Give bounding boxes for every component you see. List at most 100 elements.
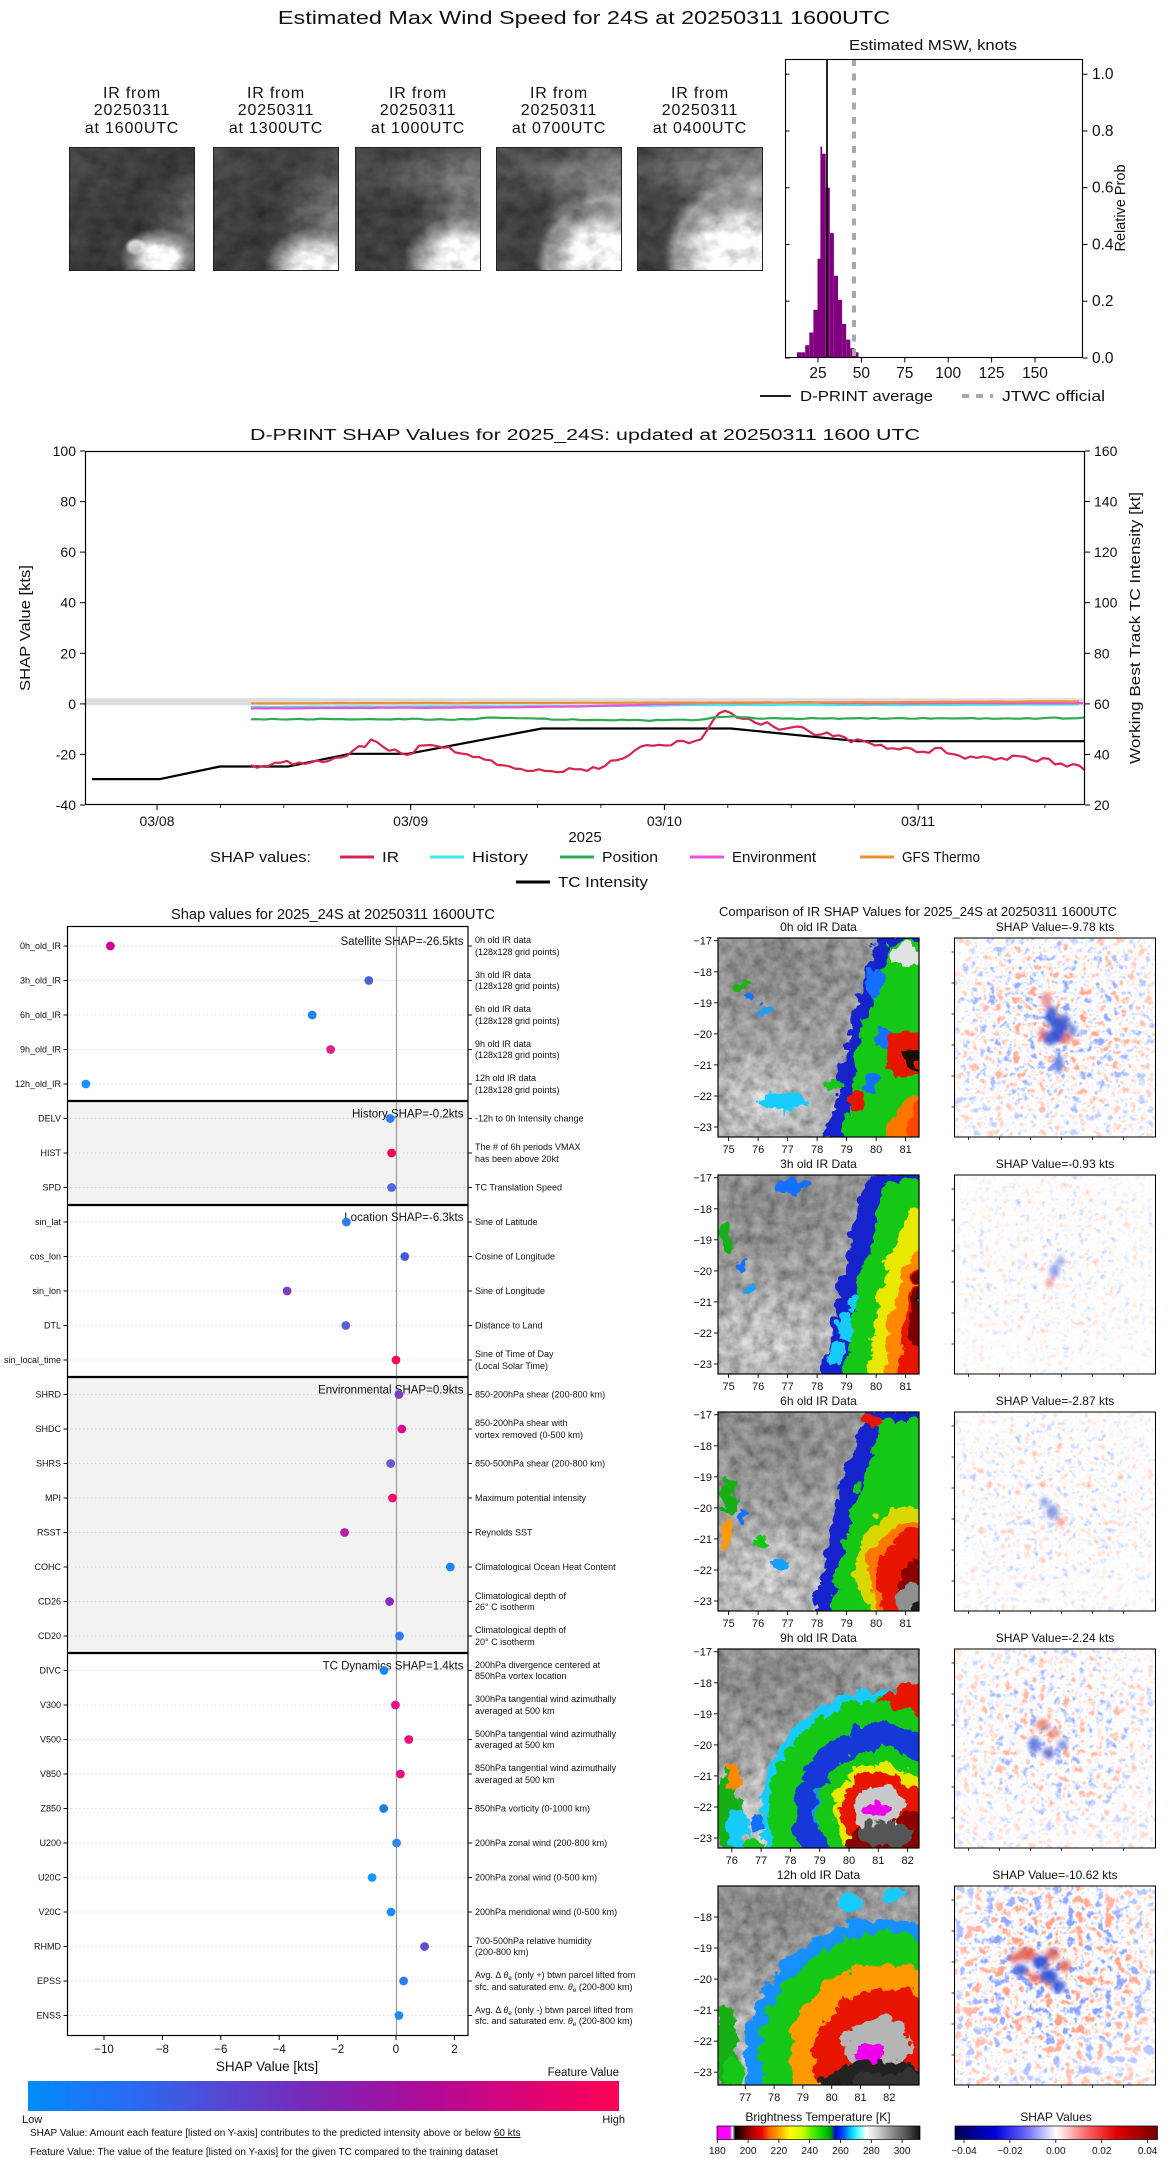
svg-text:0h old IR data: 0h old IR data	[475, 935, 531, 945]
svg-text:0.0: 0.0	[1092, 350, 1114, 367]
svg-text:−8: −8	[156, 2044, 169, 2056]
svg-text:82: 82	[901, 1855, 913, 1867]
svg-text:80: 80	[826, 2092, 838, 2104]
svg-text:260: 260	[832, 2146, 849, 2157]
svg-text:9h old IR data: 9h old IR data	[475, 1039, 531, 1049]
svg-text:-12h to 0h Intensity change: -12h to 0h Intensity change	[475, 1114, 584, 1124]
svg-text:−18: −18	[693, 1441, 712, 1453]
svg-text:79: 79	[814, 1855, 826, 1867]
svg-text:03/08: 03/08	[139, 813, 174, 829]
svg-text:IR: IR	[382, 849, 399, 866]
svg-text:200hPa meridional wind (0-500: 200hPa meridional wind (0-500 km)	[475, 1907, 617, 1917]
svg-text:80: 80	[60, 494, 76, 510]
svg-text:Reynolds SST: Reynolds SST	[475, 1528, 533, 1538]
svg-text:SHDC: SHDC	[35, 1424, 61, 1434]
svg-text:Sine of Latitude: Sine of Latitude	[475, 1217, 538, 1227]
svg-text:0.6: 0.6	[1092, 180, 1114, 197]
svg-text:Estimated MSW, knots: Estimated MSW, knots	[849, 37, 1017, 54]
svg-text:140: 140	[1094, 494, 1118, 510]
svg-text:12h_old_IR: 12h_old_IR	[15, 1079, 62, 1089]
svg-text:SHAP Value=-2.24 kts: SHAP Value=-2.24 kts	[996, 1631, 1115, 1645]
svg-text:−20: −20	[693, 1503, 712, 1515]
svg-text:Distance to Land: Distance to Land	[475, 1321, 543, 1331]
svg-text:−10: −10	[94, 2044, 114, 2056]
svg-text:−18: −18	[693, 1912, 712, 1924]
svg-text:−18: −18	[693, 1678, 712, 1690]
svg-text:78: 78	[784, 1855, 796, 1867]
svg-text:averaged at 500 km: averaged at 500 km	[475, 1706, 555, 1716]
svg-text:220: 220	[771, 2146, 788, 2157]
svg-text:(128x128 grid points): (128x128 grid points)	[475, 981, 560, 991]
svg-text:300: 300	[894, 2146, 911, 2157]
svg-text:SHAP Value=-9.78 kts: SHAP Value=-9.78 kts	[996, 920, 1115, 934]
svg-text:Sine of Time of Day: Sine of Time of Day	[475, 1349, 554, 1359]
svg-text:60: 60	[60, 544, 76, 560]
svg-text:SPD: SPD	[42, 1183, 61, 1193]
svg-text:81: 81	[899, 1381, 911, 1393]
svg-text:The # of 6h periods VMAX: The # of 6h periods VMAX	[475, 1142, 581, 1152]
svg-text:Sine of Longitude: Sine of Longitude	[475, 1286, 545, 1296]
svg-text:0.00: 0.00	[1046, 2146, 1066, 2157]
svg-text:Location SHAP=-6.3kts: Location SHAP=-6.3kts	[344, 1212, 463, 1224]
svg-text:200hPa zonal wind (200-800 km): 200hPa zonal wind (200-800 km)	[475, 1838, 607, 1848]
svg-text:Avg. Δ θe (only -) btwn parce: Avg. Δ θe (only -) btwn parcel lifted fr…	[475, 2005, 633, 2017]
svg-text:JTWC official: JTWC official	[1002, 388, 1105, 405]
svg-text:Maximum potential intensity: Maximum potential intensity	[475, 1493, 587, 1503]
svg-text:75: 75	[722, 1381, 734, 1393]
svg-text:U20C: U20C	[38, 1873, 62, 1883]
svg-text:0.8: 0.8	[1092, 123, 1114, 140]
svg-text:12h old IR data: 12h old IR data	[475, 1073, 536, 1083]
svg-text:(128x128 grid points): (128x128 grid points)	[475, 1016, 560, 1026]
svg-text:0h old IR Data: 0h old IR Data	[780, 920, 857, 934]
svg-text:Satellite SHAP=-26.5kts: Satellite SHAP=-26.5kts	[340, 936, 463, 948]
svg-text:vortex removed (0-500 km): vortex removed (0-500 km)	[475, 1430, 583, 1440]
svg-text:79: 79	[840, 1144, 852, 1156]
svg-text:−19: −19	[693, 998, 712, 1010]
svg-text:78: 78	[811, 1381, 823, 1393]
svg-text:Position: Position	[602, 849, 658, 866]
svg-text:80: 80	[843, 1855, 855, 1867]
svg-text:−19: −19	[693, 1709, 712, 1721]
svg-text:20: 20	[60, 645, 76, 661]
svg-text:Feature Value: The value of th: Feature Value: The value of the feature …	[30, 2147, 498, 2158]
svg-text:75: 75	[722, 1618, 734, 1630]
svg-text:SHAP values:: SHAP values:	[210, 849, 311, 866]
svg-text:80: 80	[1094, 645, 1110, 661]
svg-text:(128x128 grid points): (128x128 grid points)	[475, 947, 560, 957]
svg-text:240: 240	[801, 2146, 818, 2157]
svg-text:History SHAP=-0.2kts: History SHAP=-0.2kts	[352, 1109, 464, 1121]
svg-text:79: 79	[840, 1381, 852, 1393]
svg-text:77: 77	[755, 1855, 767, 1867]
svg-text:RSST: RSST	[37, 1528, 62, 1538]
svg-text:200hPa zonal wind (0-500 km): 200hPa zonal wind (0-500 km)	[475, 1873, 597, 1883]
svg-text:CD26: CD26	[38, 1597, 61, 1607]
svg-text:−22: −22	[693, 2036, 712, 2048]
svg-text:850hPa tangential wind azimuth: 850hPa tangential wind azimuthally	[475, 1763, 617, 1773]
svg-text:has been above 20kt: has been above 20kt	[475, 1154, 559, 1164]
svg-text:75: 75	[722, 1144, 734, 1156]
svg-text:averaged at 500 km: averaged at 500 km	[475, 1775, 555, 1785]
svg-text:(128x128 grid points): (128x128 grid points)	[475, 1050, 560, 1060]
svg-text:−17: −17	[693, 1647, 712, 1659]
svg-text:−18: −18	[693, 1204, 712, 1216]
svg-text:280: 280	[863, 2146, 880, 2157]
svg-text:76: 76	[726, 1855, 738, 1867]
svg-text:SHAP Value=-2.87 kts: SHAP Value=-2.87 kts	[996, 1394, 1115, 1408]
svg-text:sin_lat: sin_lat	[35, 1217, 62, 1227]
svg-text:76: 76	[752, 1618, 764, 1630]
svg-text:−21: −21	[693, 1771, 712, 1783]
svg-text:−17: −17	[693, 1173, 712, 1185]
svg-text:RHMD: RHMD	[34, 1942, 61, 1952]
svg-text:DTL: DTL	[44, 1321, 61, 1331]
svg-text:cos_lon: cos_lon	[30, 1252, 61, 1262]
svg-text:180: 180	[709, 2146, 726, 2157]
svg-text:sfc. and saturated env. θe (2: sfc. and saturated env. θe (200-800 km)	[475, 1982, 632, 1994]
svg-text:200: 200	[740, 2146, 757, 2157]
svg-text:100: 100	[53, 443, 77, 459]
svg-text:−20: −20	[693, 1029, 712, 1041]
svg-text:−22: −22	[693, 1565, 712, 1577]
svg-text:Feature Value: Feature Value	[548, 2067, 619, 2079]
svg-text:Comparison of IR SHAP Values f: Comparison of IR SHAP Values for 2025_24…	[719, 905, 1117, 919]
svg-text:−23: −23	[693, 1122, 712, 1134]
svg-text:−20: −20	[693, 1974, 712, 1986]
